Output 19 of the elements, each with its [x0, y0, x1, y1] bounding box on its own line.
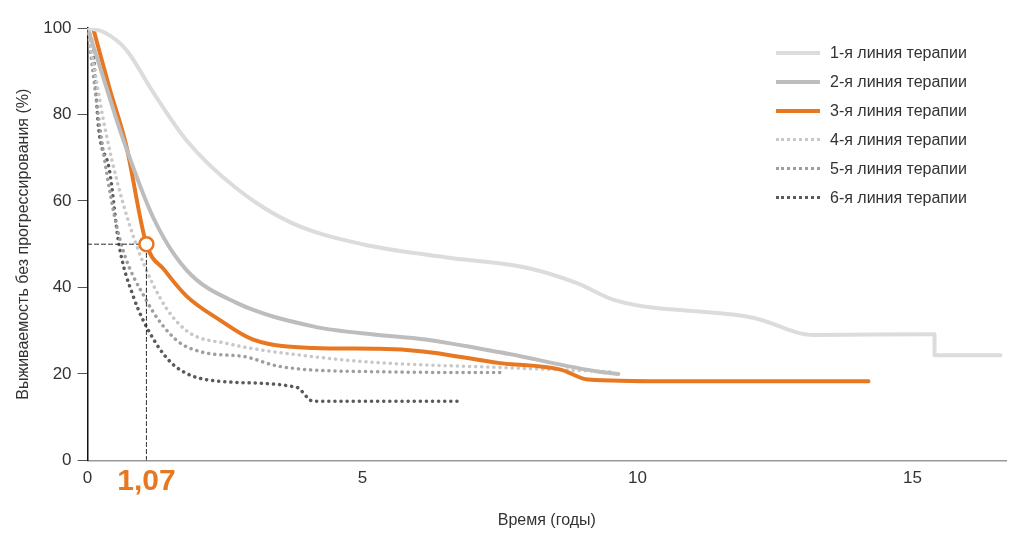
annotation: 1,07: [117, 462, 176, 496]
x-tick-label: 0: [82, 468, 93, 488]
legend-label: 6-я линия терапии: [830, 188, 967, 207]
legend-label: 1-я линия терапии: [830, 43, 967, 62]
legend-label: 2-я линия терапии: [830, 72, 967, 91]
y-tick-label: 60: [52, 190, 72, 210]
x-tick-label: 15: [903, 468, 922, 488]
legend-label: 4-я линия терапии: [830, 130, 967, 149]
legend-label: 5-я линия терапии: [830, 159, 967, 178]
x-tick-label: 10: [628, 468, 647, 488]
y-axis-title: Выживаемость без прогрессирования (%): [14, 88, 32, 400]
y-tick-label: 100: [43, 17, 72, 37]
x-tick-label: 5: [357, 468, 368, 488]
y-tick-label: 40: [52, 277, 72, 297]
y-tick-label: 0: [62, 450, 72, 470]
y-tick-label: 80: [52, 104, 72, 124]
x-axis-title: Время (годы): [497, 510, 596, 528]
legend-label: 3-я линия терапии: [830, 101, 967, 120]
y-tick-label: 20: [52, 363, 72, 383]
